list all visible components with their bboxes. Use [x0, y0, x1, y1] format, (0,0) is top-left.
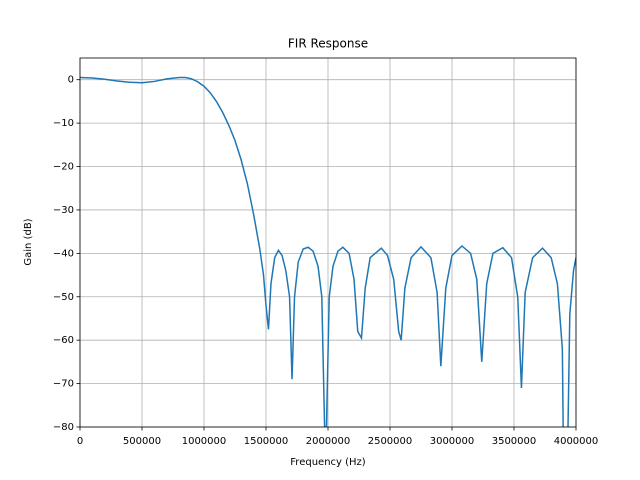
x-tick-label: 3500000	[492, 436, 537, 447]
x-tick-label: 2000000	[306, 436, 351, 447]
y-tick-label: 0	[68, 75, 74, 86]
x-axis-label: Frequency (Hz)	[290, 457, 366, 468]
chart-title: FIR Response	[288, 37, 368, 51]
y-tick-label: −30	[53, 205, 74, 216]
data-line	[80, 76, 576, 427]
x-tick-label: 500000	[123, 436, 161, 447]
y-axis-label: Gain (dB)	[23, 218, 34, 265]
y-tick-label: −80	[53, 422, 74, 433]
y-tick-label: −40	[53, 248, 74, 259]
x-tick-label: 1500000	[244, 436, 289, 447]
y-tick-label: −60	[53, 335, 74, 346]
y-tick-label: −20	[53, 162, 74, 173]
y-tick-label: −70	[53, 379, 74, 390]
x-tick-label: 1000000	[182, 436, 227, 447]
y-tick-label: −10	[53, 118, 74, 129]
plot-frame	[79, 57, 577, 428]
x-tick-label: 0	[77, 436, 83, 447]
x-tick-label: 2500000	[368, 436, 413, 447]
x-tick-label: 4000000	[554, 436, 599, 447]
y-tick-label: −50	[53, 292, 74, 303]
x-tick-label: 3000000	[430, 436, 475, 447]
